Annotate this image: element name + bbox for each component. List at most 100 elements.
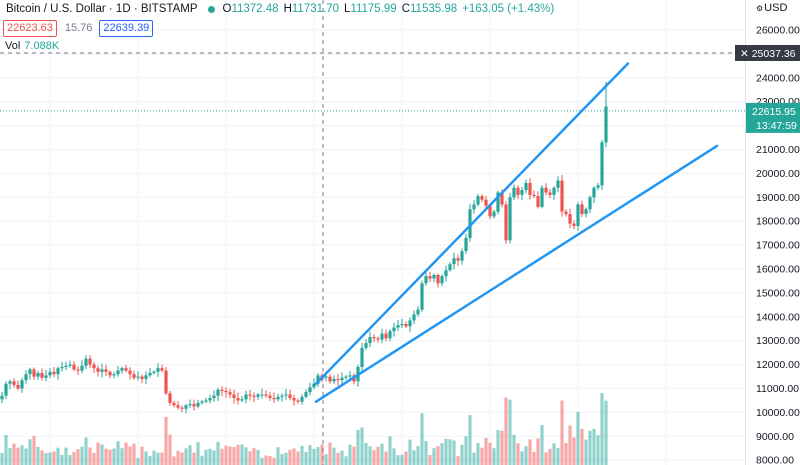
candle-body — [88, 358, 92, 365]
candle-body — [80, 365, 84, 371]
volume-bar — [92, 452, 96, 465]
volume-bar — [224, 445, 228, 465]
y-tick-label: 13000.00 — [756, 335, 800, 347]
candle-body — [76, 369, 80, 371]
candle-body — [132, 374, 136, 378]
candle-body — [376, 338, 380, 340]
volume-bar — [412, 450, 416, 465]
high-value: 11731.70 — [291, 3, 340, 15]
candle-body — [68, 364, 72, 366]
volume-bar — [400, 454, 404, 465]
y-tick-label: 10000.00 — [756, 407, 800, 419]
candle-body — [236, 398, 240, 401]
volume-label: Vol — [5, 40, 21, 52]
volume-bar — [180, 452, 184, 465]
volume-bar — [340, 450, 344, 465]
y-tick-label: 11000.00 — [756, 383, 799, 395]
volume-bar — [480, 447, 484, 465]
candle-body — [416, 309, 420, 315]
volume-bar — [20, 445, 24, 465]
candle-body — [528, 182, 532, 195]
change-value: +163.05 (+1.43%) — [462, 3, 555, 15]
volume-bar — [560, 400, 564, 465]
volume-bar — [360, 427, 364, 465]
volume-bar — [36, 446, 40, 465]
trend-lines[interactable] — [314, 62, 719, 403]
candle-body — [324, 376, 328, 378]
volume-bar — [356, 429, 360, 465]
volume-bar — [184, 448, 188, 465]
volume-bar — [528, 439, 532, 465]
volume-bar — [580, 428, 584, 465]
bid-button[interactable]: 22623.63 — [3, 19, 57, 37]
volume-bar — [84, 437, 88, 465]
candle-body — [180, 407, 184, 409]
candle-body — [160, 368, 164, 371]
candle-body — [384, 333, 388, 339]
candle-body — [256, 394, 260, 397]
candle-body — [144, 375, 148, 379]
volume-bar — [96, 442, 100, 465]
candle-body — [240, 399, 244, 401]
candle-body — [264, 394, 268, 396]
volume-bar — [316, 447, 320, 465]
crosshair-price-label: ✕ 25037.36 — [740, 48, 796, 60]
candle-body — [400, 323, 404, 326]
volume-bar — [428, 455, 432, 465]
volume-bar — [176, 450, 180, 465]
last-price-label: 22615.95 — [752, 106, 796, 118]
candle-body — [520, 190, 524, 195]
price-axis[interactable]: 26000.0025000.0024000.0023000.0022000.00… — [745, 0, 800, 465]
volume-bar — [564, 443, 568, 465]
y-tick-label: 14000.00 — [756, 311, 800, 323]
volume-bar — [460, 444, 464, 465]
volume-bar — [40, 450, 44, 465]
volume-bar — [368, 446, 372, 465]
gear-icon[interactable]: ⚙ — [756, 4, 764, 13]
candle-body — [596, 185, 600, 188]
volume-bars — [0, 393, 608, 465]
volume-bar — [596, 435, 600, 465]
candle-body — [20, 380, 24, 389]
candle-body — [284, 394, 288, 396]
volume-bar — [52, 451, 56, 465]
volume-bar — [212, 450, 216, 465]
y-tick-label: 8000.00 — [756, 455, 794, 465]
candle-body — [16, 384, 20, 389]
volume-bar — [388, 436, 392, 465]
volume-bar — [80, 446, 84, 465]
volume-bar — [236, 444, 240, 465]
candle-body — [252, 395, 256, 397]
candle-body — [192, 404, 196, 407]
close-label: C — [401, 3, 410, 15]
candle-body — [36, 372, 40, 377]
high-label: H — [283, 3, 292, 15]
countdown-label: 13:47:59 — [756, 120, 797, 132]
volume-value: 7.088K — [24, 40, 60, 52]
market-status-icon — [207, 5, 215, 13]
candle-body — [124, 368, 128, 371]
volume-bar — [88, 447, 92, 465]
candle-body — [140, 376, 144, 379]
volume-bar — [312, 448, 316, 465]
candle-body — [100, 369, 104, 372]
candle-body — [156, 368, 160, 372]
candle-body — [436, 274, 440, 284]
y-tick-label: 20000.00 — [756, 168, 800, 180]
candle-body — [248, 394, 252, 396]
volume-bar — [308, 445, 312, 465]
volume-bar — [496, 430, 500, 465]
volume-bar — [472, 452, 476, 465]
ask-button[interactable]: 22639.39 — [99, 19, 154, 37]
candle-body — [228, 392, 232, 395]
candle-body — [600, 142, 604, 186]
volume-legend[interactable]: Vol 7.088K — [5, 40, 59, 52]
candle-body — [136, 376, 140, 378]
candle-body — [368, 337, 372, 344]
y-tick-label: 26000.00 — [756, 25, 800, 37]
symbol-title[interactable]: Bitcoin / U.S. Dollar · 1D · BITSTAMP — [6, 3, 198, 15]
upper-trendline — [314, 62, 630, 385]
currency-selector[interactable]: ⚙USD — [756, 2, 787, 14]
